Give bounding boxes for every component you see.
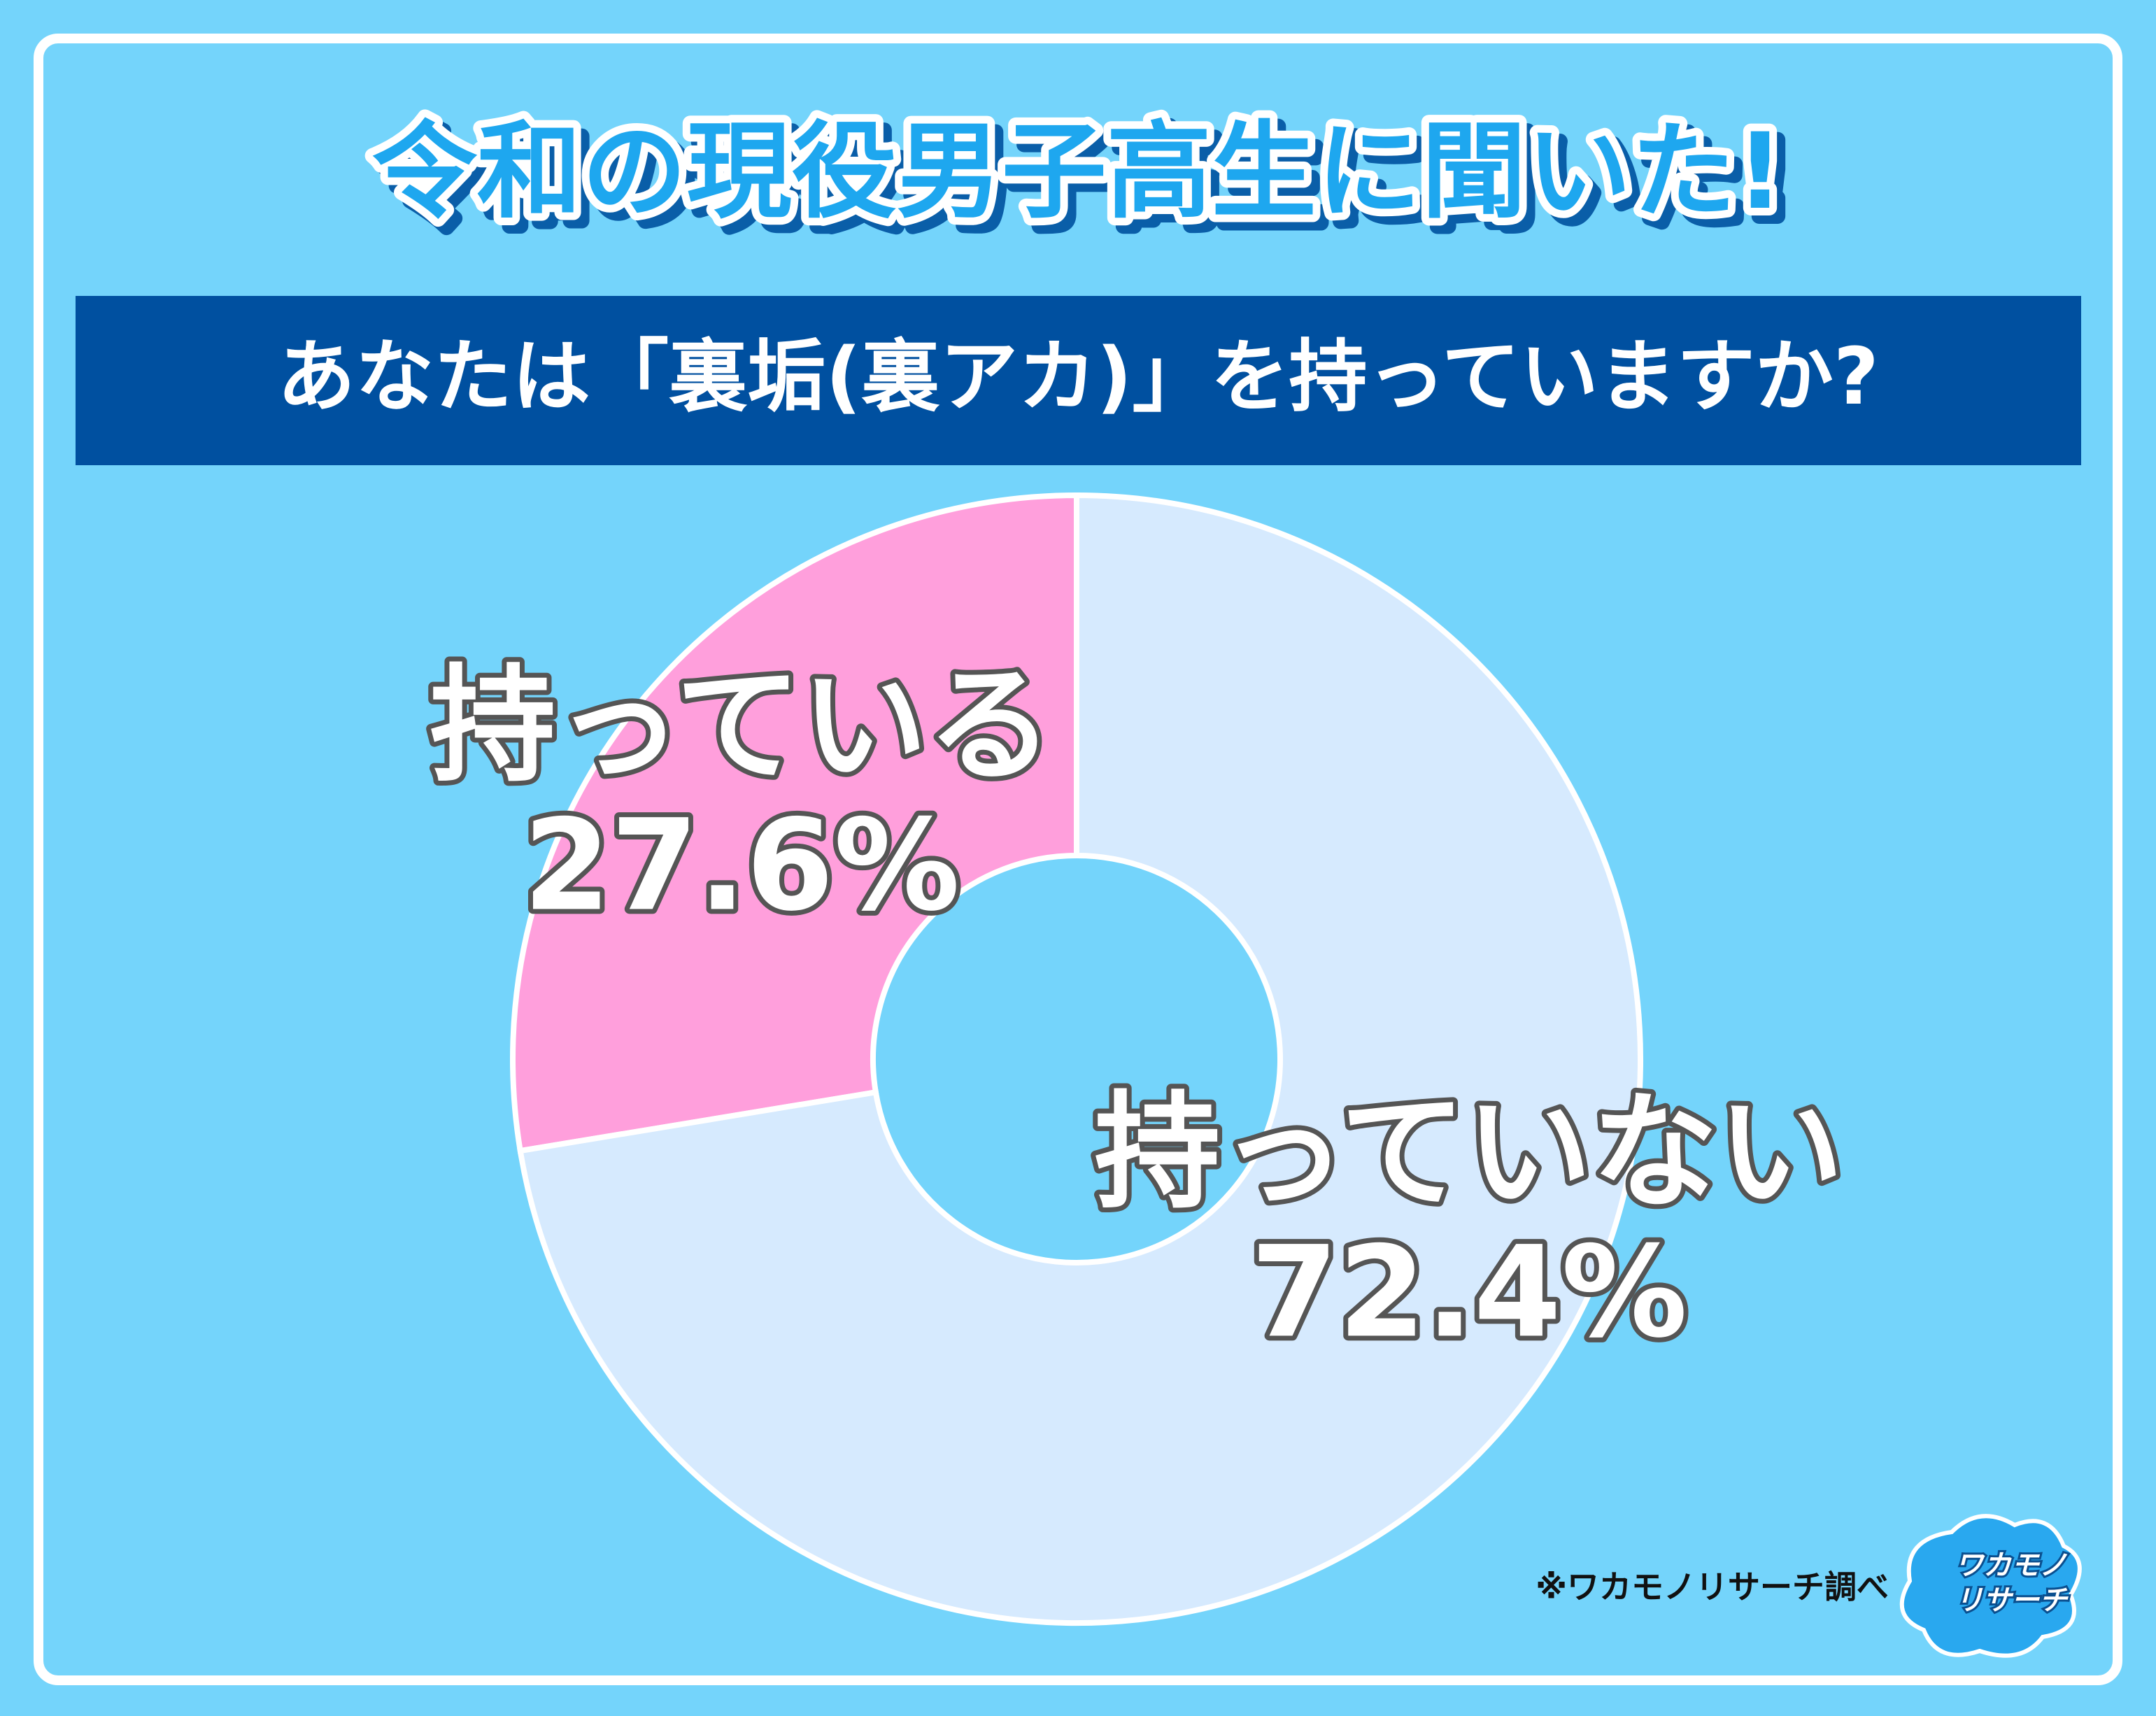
donut-slice — [510, 492, 1079, 1154]
logo-text: リサーチ — [1955, 1584, 2069, 1617]
title-shadow: 令和の現役男子高生に聞いた! — [381, 120, 1792, 241]
logo: ワカモノ リサーチ — [1899, 1514, 2082, 1658]
source-note: ※ワカモノリサーチ調べ — [1536, 1568, 1889, 1606]
donut-slice — [517, 492, 1643, 1626]
slice-value: 72.4% — [1251, 1219, 1687, 1366]
subtitle-band — [76, 296, 2081, 465]
slice-value: 27.6% — [523, 793, 960, 939]
chart-subtitle: あなたは「裏垢(裏アカ)」を持っていますか? — [277, 332, 1879, 423]
logo-text: ワカモノ — [1955, 1550, 2068, 1582]
slice-category: 持っている — [430, 653, 1053, 799]
donut — [510, 492, 1643, 1626]
chart-title: 令和の現役男子高生に聞いた! — [372, 111, 1784, 233]
slice-category: 持っていない — [1094, 1079, 1843, 1226]
logo-badge — [1899, 1514, 2082, 1658]
